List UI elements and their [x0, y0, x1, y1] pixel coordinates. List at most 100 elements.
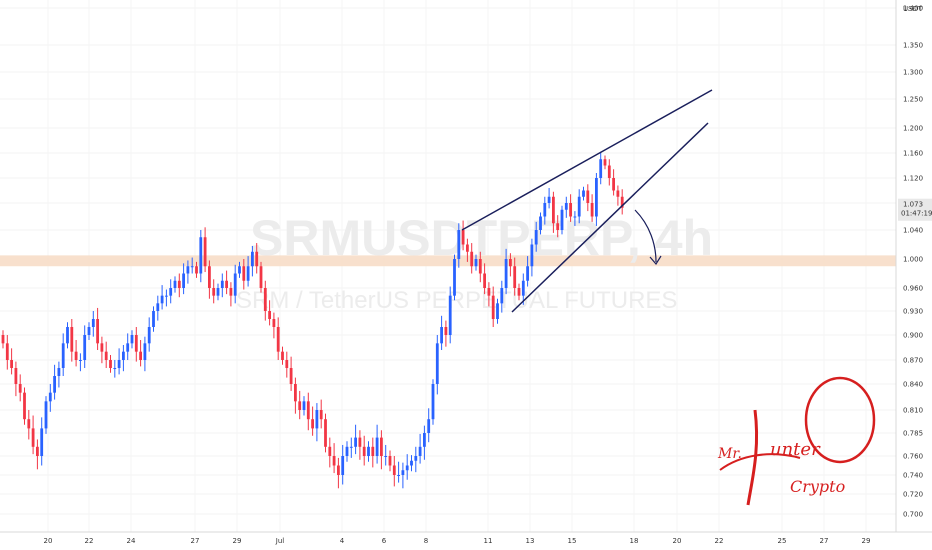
- candle-body: [388, 456, 392, 466]
- candle-body: [113, 368, 117, 369]
- candle-body: [177, 280, 181, 288]
- candle-body: [134, 335, 138, 352]
- candle-body: [423, 433, 426, 447]
- candle-body: [474, 259, 478, 267]
- candle-body: [53, 376, 56, 393]
- candle-body: [61, 343, 65, 368]
- time-tick-label: 18: [630, 537, 639, 545]
- currency-label: USDT: [903, 5, 923, 13]
- candle-body: [160, 295, 164, 304]
- candle-body: [5, 343, 9, 360]
- candle-body: [414, 456, 418, 461]
- candle-body: [199, 237, 203, 274]
- svg-text:Crypto: Crypto: [790, 477, 845, 496]
- svg-text:unter: unter: [770, 439, 821, 460]
- candle-body: [14, 368, 18, 384]
- candle-body: [569, 203, 572, 217]
- candle-body: [410, 460, 413, 466]
- candle-body: [130, 335, 134, 344]
- candle-body: [302, 401, 306, 410]
- price-tick-label: 0.810: [903, 407, 923, 415]
- candle-body: [87, 327, 91, 335]
- candle-body: [220, 280, 224, 288]
- candle-body: [612, 178, 615, 191]
- candle-body: [285, 360, 289, 368]
- candle-body: [126, 343, 130, 352]
- candle-body: [371, 446, 375, 456]
- candle-body: [603, 159, 607, 166]
- time-tick-label: 4: [340, 537, 345, 545]
- price-tick-label: 0.785: [903, 430, 923, 438]
- price-tick-label: 1.300: [903, 69, 923, 77]
- price-tick-label: 1.200: [903, 125, 923, 133]
- price-tick-label: 0.760: [903, 453, 923, 461]
- time-tick-label: 11: [484, 537, 493, 545]
- candle-body: [23, 392, 26, 420]
- candle-body: [543, 203, 547, 217]
- candle-body: [513, 266, 517, 288]
- candle-body: [104, 351, 108, 360]
- candle-body: [208, 266, 211, 288]
- svg-text:Mr.: Mr.: [717, 446, 742, 462]
- price-tick-label: 0.740: [903, 472, 923, 480]
- candle-body: [358, 437, 362, 447]
- candle-body: [324, 419, 327, 447]
- time-tick-label: 22: [715, 537, 724, 545]
- candle-body: [195, 266, 198, 274]
- wedge-lower-line: [511, 122, 709, 313]
- time-axis[interactable]: 20 22 24 27 29 Jul 4 6 8 11 13 15 18 20 22 25 27 29: [0, 531, 932, 545]
- candle-body: [186, 266, 190, 274]
- time-tick-label: 24: [127, 537, 136, 545]
- time-tick-label: 22: [85, 537, 94, 545]
- candle-body: [552, 196, 555, 224]
- candle-body: [607, 165, 611, 178]
- price-tick-label: 1.040: [903, 227, 923, 235]
- price-tick-label: 0.840: [903, 381, 923, 389]
- candle-body: [620, 196, 624, 208]
- candle-body: [491, 295, 495, 319]
- time-tick-label: 6: [382, 537, 387, 545]
- time-tick-label: 20: [44, 537, 53, 545]
- candle-body: [599, 159, 603, 178]
- candle-body: [405, 465, 409, 471]
- chart-grid: [0, 7, 896, 515]
- candle-body: [341, 456, 345, 475]
- candle-body: [315, 410, 319, 429]
- candle-body: [461, 230, 465, 245]
- candle-body: [289, 368, 293, 384]
- wedge-drawing: [461, 89, 713, 313]
- candle-body: [595, 178, 598, 217]
- candle-body: [457, 230, 461, 259]
- candle-body: [57, 368, 61, 376]
- time-tick-label: 20: [673, 537, 682, 545]
- candle-body: [255, 251, 259, 267]
- price-tick-label: 0.720: [903, 491, 923, 499]
- candle-body: [319, 410, 323, 420]
- candle-body: [44, 401, 48, 429]
- candle-body: [328, 446, 332, 456]
- candle-body: [79, 360, 82, 361]
- candle-body: [380, 437, 383, 456]
- time-tick-label: 27: [191, 537, 200, 545]
- candle-body: [478, 259, 482, 274]
- candle-body: [276, 327, 280, 352]
- candle-body: [500, 288, 504, 304]
- candle-body: [616, 190, 620, 197]
- arrow-head-icon: [649, 255, 662, 266]
- candle-body: [590, 203, 594, 217]
- candle-body: [466, 244, 469, 252]
- time-tick-label: Jul: [275, 537, 285, 545]
- candle-body: [517, 288, 521, 296]
- candle-body: [448, 295, 452, 335]
- candle-body: [560, 209, 564, 230]
- candle-body: [582, 190, 585, 197]
- signature-logo: Mr. unter Crypto: [717, 376, 876, 506]
- candle-body: [453, 259, 456, 296]
- candle-body: [48, 392, 52, 402]
- price-axis[interactable]: 1.4001.3501.3001.2501.2001.1601.1201.080…: [895, 0, 923, 532]
- candle-body: [96, 319, 99, 344]
- candle-body: [66, 327, 69, 344]
- candle-body: [526, 266, 529, 281]
- time-tick-label: 15: [568, 537, 577, 545]
